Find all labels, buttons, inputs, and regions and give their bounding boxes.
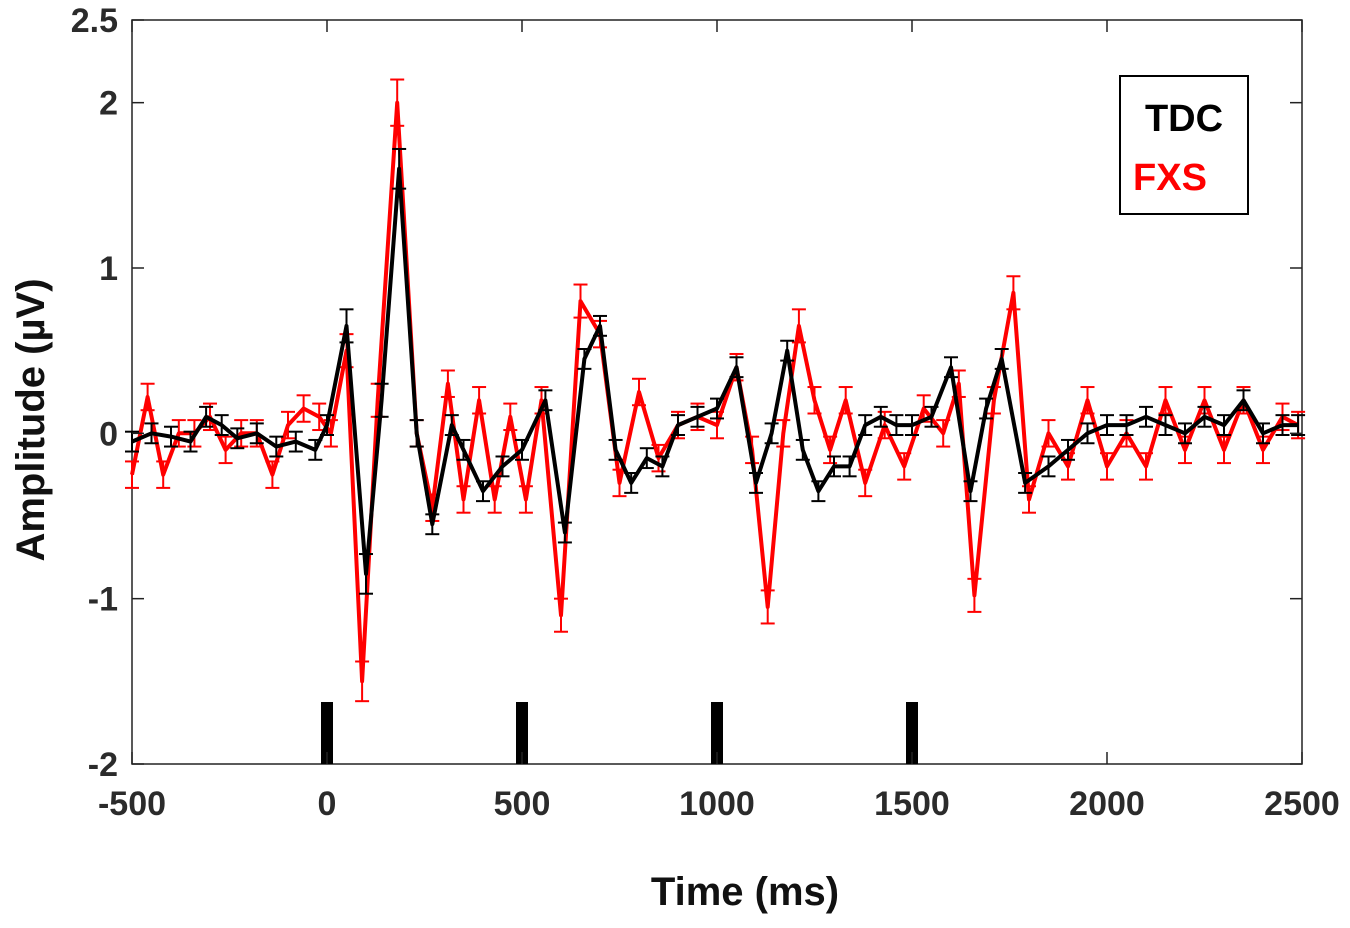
y-tick-label: 0 bbox=[99, 415, 118, 453]
stimulus-marker bbox=[711, 702, 723, 764]
y-tick-label: 2.5 bbox=[71, 2, 118, 40]
legend-entry-tdc: TDC bbox=[1145, 98, 1223, 140]
axis-tick-layer bbox=[131, 19, 1303, 765]
y-axis-title: Amplitude (µV) bbox=[9, 278, 53, 561]
y-tick-label: 1 bbox=[99, 250, 118, 288]
x-tick-label: 1000 bbox=[679, 785, 755, 823]
y-tick-label: -1 bbox=[88, 581, 118, 619]
series-tdc bbox=[125, 147, 1306, 595]
tick-label-layer: -500 0 500 1000 1500 2000 2500 -2 -1 0 1 2 2.5 bbox=[71, 2, 1340, 823]
stimulus-marker bbox=[906, 702, 918, 764]
series-layer bbox=[125, 78, 1306, 703]
legend-box bbox=[1119, 75, 1249, 215]
plot-area bbox=[131, 19, 1303, 765]
legend: TDC FXS bbox=[1119, 75, 1249, 215]
x-tick-label: 2000 bbox=[1069, 785, 1145, 823]
legend-entry-fxs: FXS bbox=[1133, 157, 1207, 199]
x-tick-label: -500 bbox=[98, 785, 166, 823]
stimulus-marker bbox=[321, 702, 333, 764]
stimulus-marker bbox=[516, 702, 528, 764]
y-tick-label: 2 bbox=[99, 85, 118, 123]
x-axis-title: Time (ms) bbox=[651, 870, 839, 914]
y-tick-label: -2 bbox=[88, 746, 118, 784]
stimulus-marker-layer bbox=[321, 702, 918, 764]
x-tick-label: 0 bbox=[318, 785, 337, 823]
x-tick-label: 500 bbox=[494, 785, 551, 823]
series-line-tdc bbox=[131, 166, 1299, 576]
x-tick-label: 1500 bbox=[874, 785, 950, 823]
x-tick-label: 2500 bbox=[1264, 785, 1340, 823]
